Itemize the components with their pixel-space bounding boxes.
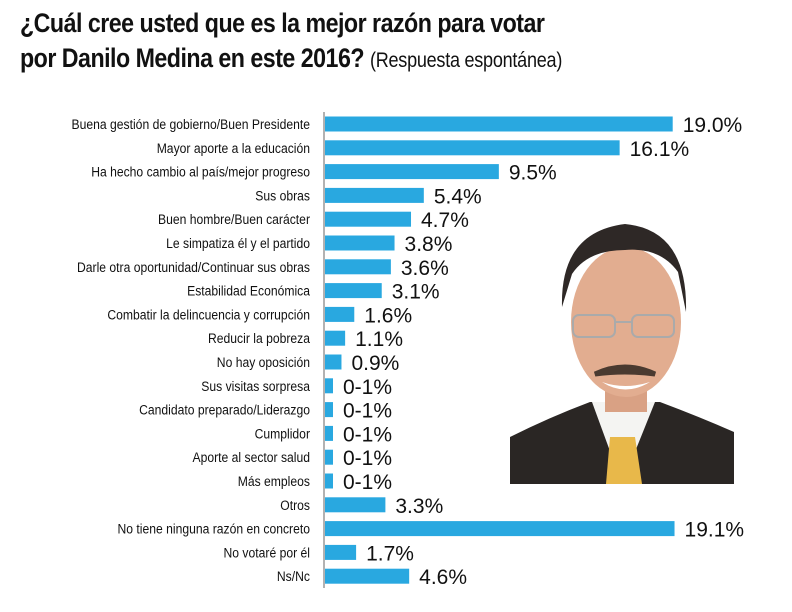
bar bbox=[325, 283, 382, 299]
category-label: Más empleos bbox=[238, 474, 311, 489]
data-label: 3.6% bbox=[401, 257, 449, 280]
bar bbox=[325, 164, 499, 180]
data-label: 1.7% bbox=[366, 542, 414, 565]
bar bbox=[325, 330, 346, 346]
bar bbox=[325, 544, 357, 560]
data-label: 1.6% bbox=[364, 304, 412, 327]
chart-title: ¿Cuál cree usted que es la mejor razón p… bbox=[20, 6, 562, 78]
category-label: Cumplidor bbox=[255, 426, 311, 441]
bar bbox=[325, 568, 410, 584]
bar bbox=[325, 259, 391, 275]
bar bbox=[325, 378, 333, 394]
data-label: 9.5% bbox=[509, 162, 557, 185]
category-label: Buena gestión de gobierno/Buen President… bbox=[72, 117, 311, 132]
data-label: 0-1% bbox=[343, 471, 392, 494]
data-label: 0-1% bbox=[343, 447, 392, 470]
category-label: Sus obras bbox=[255, 188, 310, 203]
bar bbox=[325, 473, 333, 489]
category-label: No votaré por él bbox=[224, 545, 311, 560]
data-label: 16.1% bbox=[630, 138, 690, 161]
category-label: Darle otra oportunidad/Continuar sus obr… bbox=[77, 260, 310, 275]
title-line-2: por Danilo Medina en este 2016? (Respues… bbox=[20, 41, 562, 78]
bar bbox=[325, 425, 333, 441]
bar bbox=[325, 187, 424, 203]
portrait-photo bbox=[510, 224, 734, 484]
data-label: 3.3% bbox=[395, 495, 443, 518]
category-label: Aporte al sector salud bbox=[193, 450, 311, 465]
category-label: Combatir la delincuencia y corrupción bbox=[107, 307, 310, 322]
category-label: No hay oposición bbox=[217, 355, 310, 370]
bar bbox=[325, 140, 620, 156]
bar bbox=[325, 354, 342, 370]
bar bbox=[325, 449, 333, 465]
data-label: 0-1% bbox=[343, 400, 392, 423]
bar bbox=[325, 521, 675, 537]
data-label: 19.0% bbox=[683, 114, 743, 137]
title-line-1: ¿Cuál cree usted que es la mejor razón p… bbox=[20, 8, 545, 38]
category-label: No tiene ninguna razón en concreto bbox=[118, 522, 311, 537]
bar bbox=[325, 497, 386, 513]
data-label: 1.1% bbox=[355, 328, 403, 351]
category-label: Ha hecho cambio al país/mejor progreso bbox=[91, 165, 310, 180]
chart-subtitle: (Respuesta espontánea) bbox=[369, 49, 563, 72]
bar bbox=[325, 211, 412, 227]
data-label: 19.1% bbox=[685, 519, 745, 542]
data-label: 0-1% bbox=[343, 423, 392, 446]
category-label: Buen hombre/Buen carácter bbox=[158, 212, 310, 227]
category-label: Ns/Nc bbox=[277, 569, 310, 584]
category-label: Le simpatiza él y el partido bbox=[166, 236, 310, 251]
category-label: Candidato preparado/Liderazgo bbox=[139, 403, 310, 418]
data-label: 4.7% bbox=[421, 209, 469, 232]
bar bbox=[325, 306, 355, 322]
data-label: 0-1% bbox=[343, 376, 392, 399]
data-label: 5.4% bbox=[434, 185, 482, 208]
category-label: Otros bbox=[280, 498, 310, 513]
bar bbox=[325, 116, 673, 132]
title-line-2-text: por Danilo Medina en este 2016? bbox=[20, 43, 365, 73]
category-label: Estabilidad Económica bbox=[187, 284, 310, 299]
data-label: 3.8% bbox=[405, 233, 453, 256]
category-label: Mayor aporte a la educación bbox=[157, 141, 310, 156]
category-label: Sus visitas sorpresa bbox=[201, 379, 310, 394]
data-label: 4.6% bbox=[419, 566, 467, 589]
bar bbox=[325, 402, 333, 418]
category-label: Reducir la pobreza bbox=[208, 331, 310, 346]
data-label: 3.1% bbox=[392, 281, 440, 304]
data-label: 0.9% bbox=[351, 352, 399, 375]
bar bbox=[325, 235, 395, 251]
